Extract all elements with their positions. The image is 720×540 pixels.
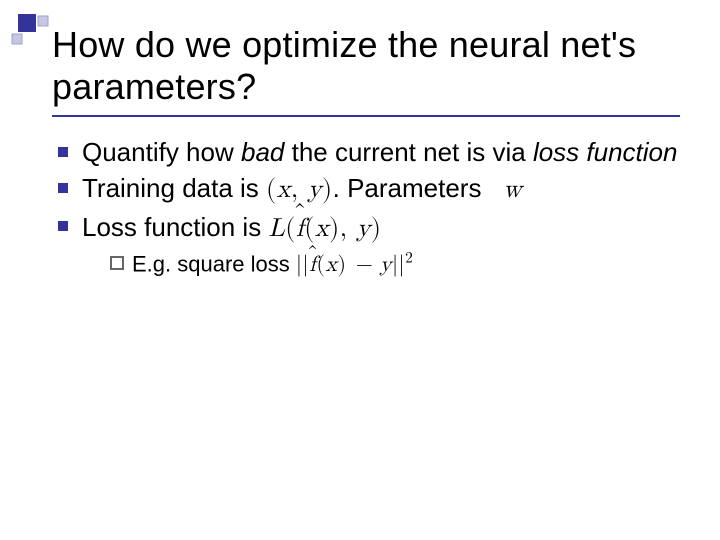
title-underline: [52, 115, 680, 117]
sub-bullet-list: E.g. square loss ||f(x) − y||2: [82, 248, 680, 282]
slide: How do we optimize the neural net's para…: [0, 0, 720, 540]
bullet-text: Loss function is: [82, 212, 268, 242]
sub-bullet-text: E.g. square loss: [132, 251, 296, 276]
math-inline: ||f(x) − y||2: [296, 254, 414, 276]
corner-decoration: [8, 8, 52, 48]
bullet-text: . Parameters: [333, 173, 489, 203]
bullet-text: Training data is: [82, 173, 266, 203]
bullet-text: the current net is via: [284, 137, 533, 167]
math-inline: w: [503, 177, 522, 203]
emphasis: loss function: [533, 137, 678, 167]
emphasis: bad: [241, 137, 284, 167]
bullet-text: Quantify how: [82, 137, 241, 167]
sub-bullet-item: E.g. square loss ||f(x) − y||2: [108, 248, 680, 282]
math-inline: L(f(x), y): [268, 216, 381, 242]
slide-title: How do we optimize the neural net's para…: [52, 24, 680, 109]
bullet-item: Loss function is L(f(x), y) E.g. square …: [56, 210, 680, 283]
bullet-item: Training data is (x, y). Parameters w: [56, 171, 680, 207]
bullet-list: Quantify how bad the current net is via …: [52, 135, 680, 282]
bullet-item: Quantify how bad the current net is via …: [56, 135, 680, 169]
